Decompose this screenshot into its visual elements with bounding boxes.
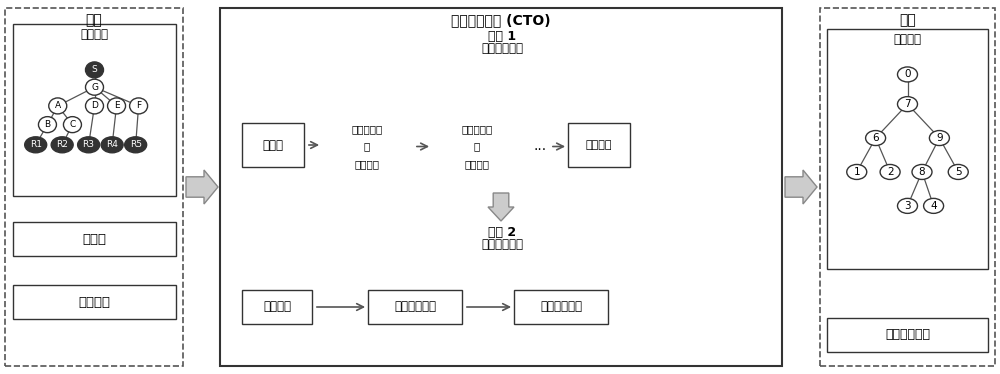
Ellipse shape bbox=[25, 137, 47, 153]
Text: 真实网络: 真实网络 bbox=[80, 28, 108, 40]
Ellipse shape bbox=[78, 137, 100, 153]
Text: A: A bbox=[55, 101, 61, 110]
Text: R4: R4 bbox=[106, 140, 118, 149]
Text: 阶段 1: 阶段 1 bbox=[488, 30, 516, 43]
Text: 初始化: 初始化 bbox=[262, 138, 284, 151]
FancyBboxPatch shape bbox=[242, 123, 304, 167]
Ellipse shape bbox=[898, 96, 918, 111]
Ellipse shape bbox=[86, 79, 104, 95]
Text: ...: ... bbox=[533, 138, 547, 153]
Text: 节点数: 节点数 bbox=[82, 233, 106, 245]
Ellipse shape bbox=[948, 165, 968, 180]
Ellipse shape bbox=[866, 131, 886, 145]
Text: 3: 3 bbox=[904, 201, 911, 211]
Text: 主动延迟策略: 主动延迟策略 bbox=[540, 300, 582, 313]
Text: 输入: 输入 bbox=[86, 13, 102, 27]
Ellipse shape bbox=[108, 98, 126, 114]
Text: 输出: 输出 bbox=[899, 13, 916, 27]
Text: 虚假拓扑部署: 虚假拓扑部署 bbox=[481, 237, 523, 251]
Text: 添加概率: 添加概率 bbox=[78, 295, 110, 309]
Text: 8: 8 bbox=[919, 167, 925, 177]
Text: C: C bbox=[69, 120, 76, 129]
FancyBboxPatch shape bbox=[514, 290, 608, 324]
FancyBboxPatch shape bbox=[568, 123, 630, 167]
Ellipse shape bbox=[38, 117, 56, 133]
Ellipse shape bbox=[51, 137, 73, 153]
Text: 阶段 2: 阶段 2 bbox=[488, 226, 516, 239]
Text: 5: 5 bbox=[955, 167, 962, 177]
FancyBboxPatch shape bbox=[13, 285, 176, 319]
Polygon shape bbox=[785, 170, 817, 204]
Ellipse shape bbox=[101, 137, 123, 153]
Ellipse shape bbox=[130, 98, 148, 114]
Ellipse shape bbox=[63, 117, 81, 133]
Text: E: E bbox=[114, 101, 119, 110]
FancyBboxPatch shape bbox=[827, 318, 988, 352]
Text: 虚假拓扑: 虚假拓扑 bbox=[586, 140, 612, 150]
Text: F: F bbox=[136, 101, 141, 110]
Ellipse shape bbox=[912, 165, 932, 180]
Text: B: B bbox=[44, 120, 51, 129]
Polygon shape bbox=[186, 170, 218, 204]
Ellipse shape bbox=[898, 198, 918, 214]
Text: 或: 或 bbox=[364, 141, 370, 151]
Ellipse shape bbox=[924, 198, 944, 214]
Ellipse shape bbox=[49, 98, 67, 114]
Ellipse shape bbox=[86, 62, 104, 78]
Text: 关键拓扑混淆 (CTO): 关键拓扑混淆 (CTO) bbox=[451, 13, 551, 27]
Text: 虚假拓扑生成: 虚假拓扑生成 bbox=[481, 42, 523, 55]
Text: R2: R2 bbox=[56, 140, 68, 149]
Text: R3: R3 bbox=[83, 140, 95, 149]
Text: G: G bbox=[91, 83, 98, 92]
Text: 虚假拓扑: 虚假拓扑 bbox=[263, 300, 291, 313]
Text: R1: R1 bbox=[30, 140, 42, 149]
Text: 2: 2 bbox=[887, 167, 893, 177]
Text: 主动延迟策略: 主动延迟策略 bbox=[885, 328, 930, 341]
FancyBboxPatch shape bbox=[827, 29, 988, 269]
FancyBboxPatch shape bbox=[13, 24, 176, 196]
FancyBboxPatch shape bbox=[13, 222, 176, 256]
FancyBboxPatch shape bbox=[5, 8, 183, 366]
Text: R5: R5 bbox=[130, 140, 142, 149]
Text: 添加根节点: 添加根节点 bbox=[351, 124, 383, 134]
Text: 或: 或 bbox=[474, 141, 480, 151]
Text: 7: 7 bbox=[904, 99, 911, 109]
Text: 插入节点: 插入节点 bbox=[354, 159, 380, 169]
Text: D: D bbox=[91, 101, 98, 110]
Text: 1: 1 bbox=[853, 167, 860, 177]
Text: 6: 6 bbox=[872, 133, 879, 143]
FancyBboxPatch shape bbox=[242, 290, 312, 324]
FancyBboxPatch shape bbox=[432, 119, 522, 174]
FancyBboxPatch shape bbox=[230, 224, 774, 352]
Text: 0: 0 bbox=[904, 70, 911, 79]
Text: 求解优化模型: 求解优化模型 bbox=[394, 300, 436, 313]
Text: 9: 9 bbox=[936, 133, 943, 143]
Ellipse shape bbox=[847, 165, 867, 180]
Text: 4: 4 bbox=[930, 201, 937, 211]
Text: 添加根节点: 添加根节点 bbox=[461, 124, 493, 134]
FancyBboxPatch shape bbox=[220, 8, 782, 366]
FancyBboxPatch shape bbox=[230, 28, 774, 191]
FancyBboxPatch shape bbox=[820, 8, 995, 366]
Ellipse shape bbox=[86, 98, 104, 114]
Ellipse shape bbox=[929, 131, 949, 145]
Text: S: S bbox=[92, 65, 97, 74]
FancyBboxPatch shape bbox=[322, 119, 412, 174]
Ellipse shape bbox=[125, 137, 147, 153]
Polygon shape bbox=[488, 193, 514, 221]
Ellipse shape bbox=[898, 67, 918, 82]
Text: 插入节点: 插入节点 bbox=[464, 159, 490, 169]
Text: 虚假拓扑: 虚假拓扑 bbox=[894, 33, 922, 46]
Ellipse shape bbox=[880, 165, 900, 180]
FancyBboxPatch shape bbox=[368, 290, 462, 324]
